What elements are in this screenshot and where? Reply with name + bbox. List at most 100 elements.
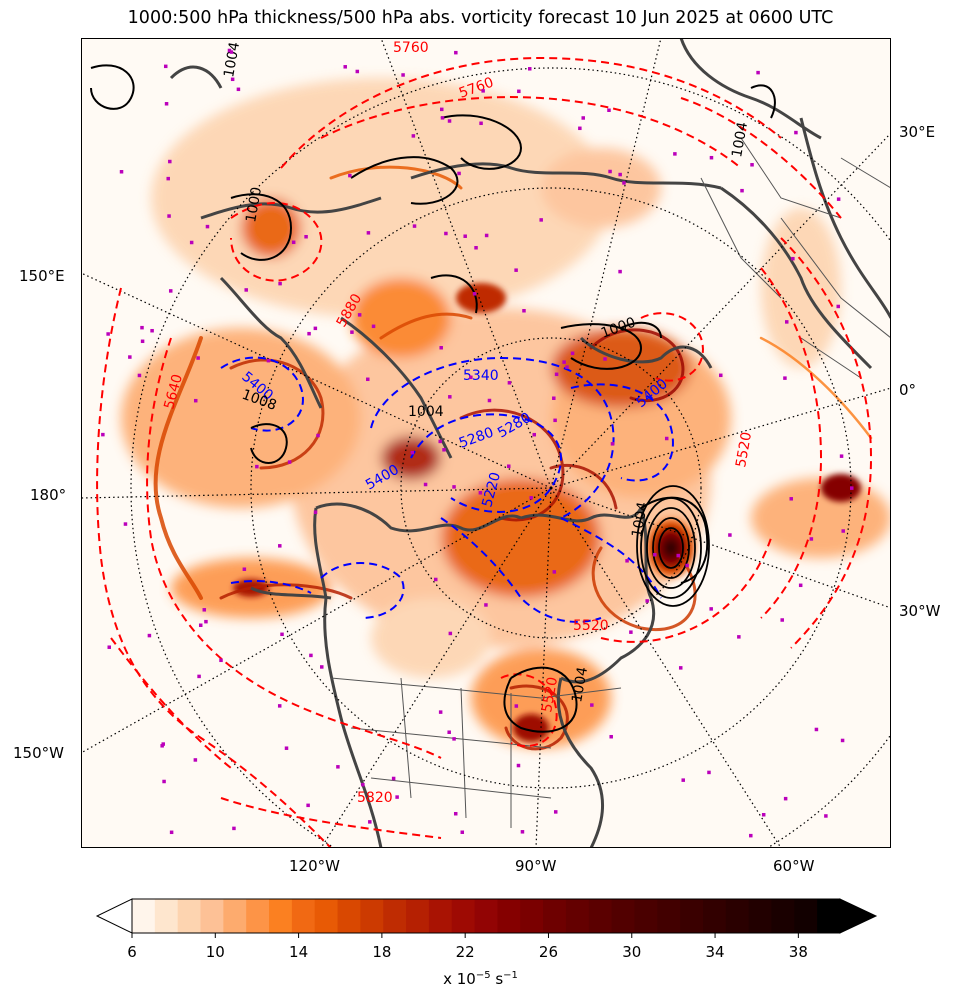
station-marker: [336, 765, 340, 769]
station-marker: [681, 778, 685, 782]
station-marker: [836, 304, 840, 309]
colorbar-block: [223, 899, 247, 933]
station-marker: [107, 645, 112, 649]
station-marker: [761, 813, 766, 817]
station-marker: [434, 577, 438, 582]
units-prefix: x 10: [443, 970, 476, 988]
colorbar-block: [337, 899, 361, 933]
colorbar-blocks: [95, 898, 878, 934]
station-marker: [460, 830, 465, 834]
station-marker: [366, 377, 370, 382]
station-marker: [453, 811, 458, 816]
station-marker: [448, 395, 452, 399]
station-marker: [789, 497, 793, 501]
colorbar-block: [428, 899, 453, 933]
colorbar-block: [200, 899, 224, 933]
colorbar-tick-label: 38: [789, 943, 808, 961]
station-marker: [750, 163, 754, 167]
colorbar-block: [771, 899, 795, 933]
station-marker: [590, 703, 594, 707]
lon-label-180: 180°: [30, 486, 67, 504]
mslp-label: 1004: [569, 666, 591, 704]
colorbar-block: [565, 899, 590, 933]
station-marker: [163, 64, 168, 69]
station-marker: [740, 188, 744, 193]
station-marker: [814, 727, 819, 732]
station-marker: [189, 240, 194, 245]
mslp-low-rings: [636, 485, 710, 607]
station-marker: [469, 375, 473, 380]
colorbar-block: [269, 899, 293, 933]
lon-label-30w: 30°W: [899, 602, 941, 620]
station-marker: [625, 559, 629, 563]
colorbar-tick-label: 18: [372, 943, 391, 961]
station-marker: [168, 159, 172, 164]
thickness-label-warm: 5520: [733, 431, 755, 469]
station-marker: [162, 779, 166, 784]
station-marker: [196, 356, 200, 360]
station-marker: [168, 289, 173, 293]
station-marker: [266, 358, 271, 363]
station-marker: [447, 119, 452, 123]
station-marker: [791, 256, 795, 261]
station-marker: [193, 758, 198, 762]
station-marker: [361, 782, 365, 787]
station-marker: [478, 491, 483, 495]
station-marker: [167, 214, 171, 218]
thickness-label-warm: 5760: [393, 40, 429, 56]
colorbar-block: [588, 899, 613, 933]
station-marker: [277, 704, 282, 708]
station-marker: [395, 795, 399, 799]
station-marker: [454, 50, 458, 55]
colorbar-frame: [131, 898, 841, 934]
station-marker: [581, 116, 585, 120]
station-marker: [227, 48, 232, 53]
station-marker: [101, 432, 105, 437]
station-marker: [618, 172, 622, 177]
station-marker: [552, 570, 557, 574]
lon-label-0: 0°: [899, 381, 917, 399]
station-marker: [291, 240, 296, 245]
station-marker: [709, 155, 714, 160]
forecast-map: 5640 5520 5760 5880 5520 5520 5760 5820 …: [81, 38, 891, 848]
station-marker: [412, 224, 417, 228]
station-marker: [565, 365, 569, 369]
station-marker: [673, 152, 677, 156]
station-marker: [452, 485, 456, 489]
station-marker: [603, 357, 607, 361]
colorbar-block: [680, 899, 704, 933]
thickness-label-cold: 5340: [463, 368, 499, 384]
lon-label-60w: 60°W: [773, 857, 815, 875]
station-marker: [313, 326, 318, 331]
units-suffix: s: [490, 970, 504, 988]
station-marker: [824, 814, 828, 818]
colorbar-block: [291, 899, 316, 933]
station-marker: [236, 87, 241, 92]
station-marker: [440, 107, 444, 112]
station-marker: [169, 830, 174, 835]
mslp-label: 1004: [408, 404, 444, 420]
station-marker: [343, 65, 347, 69]
station-marker: [357, 313, 362, 317]
station-marker: [463, 234, 467, 238]
station-marker: [709, 607, 713, 611]
colorbar-block: [314, 899, 339, 933]
mslp-label: 1004: [629, 501, 651, 539]
station-marker: [287, 460, 292, 464]
station-marker: [836, 197, 841, 201]
station-marker: [514, 704, 519, 708]
station-marker: [749, 833, 753, 838]
station-marker: [514, 268, 518, 272]
colorbar-ticks: 6 10 14 18 22 26 30 34 38: [127, 933, 808, 961]
station-marker: [737, 635, 741, 639]
station-marker: [578, 126, 582, 131]
station-marker: [140, 339, 145, 344]
colorbar-tick-label: 34: [706, 943, 725, 961]
station-marker: [780, 618, 784, 622]
station-marker: [119, 170, 124, 174]
station-marker: [664, 436, 669, 441]
station-marker: [147, 633, 152, 638]
colorbar-block: [360, 899, 384, 933]
colorbar-block: [154, 899, 179, 933]
station-marker: [255, 464, 259, 469]
